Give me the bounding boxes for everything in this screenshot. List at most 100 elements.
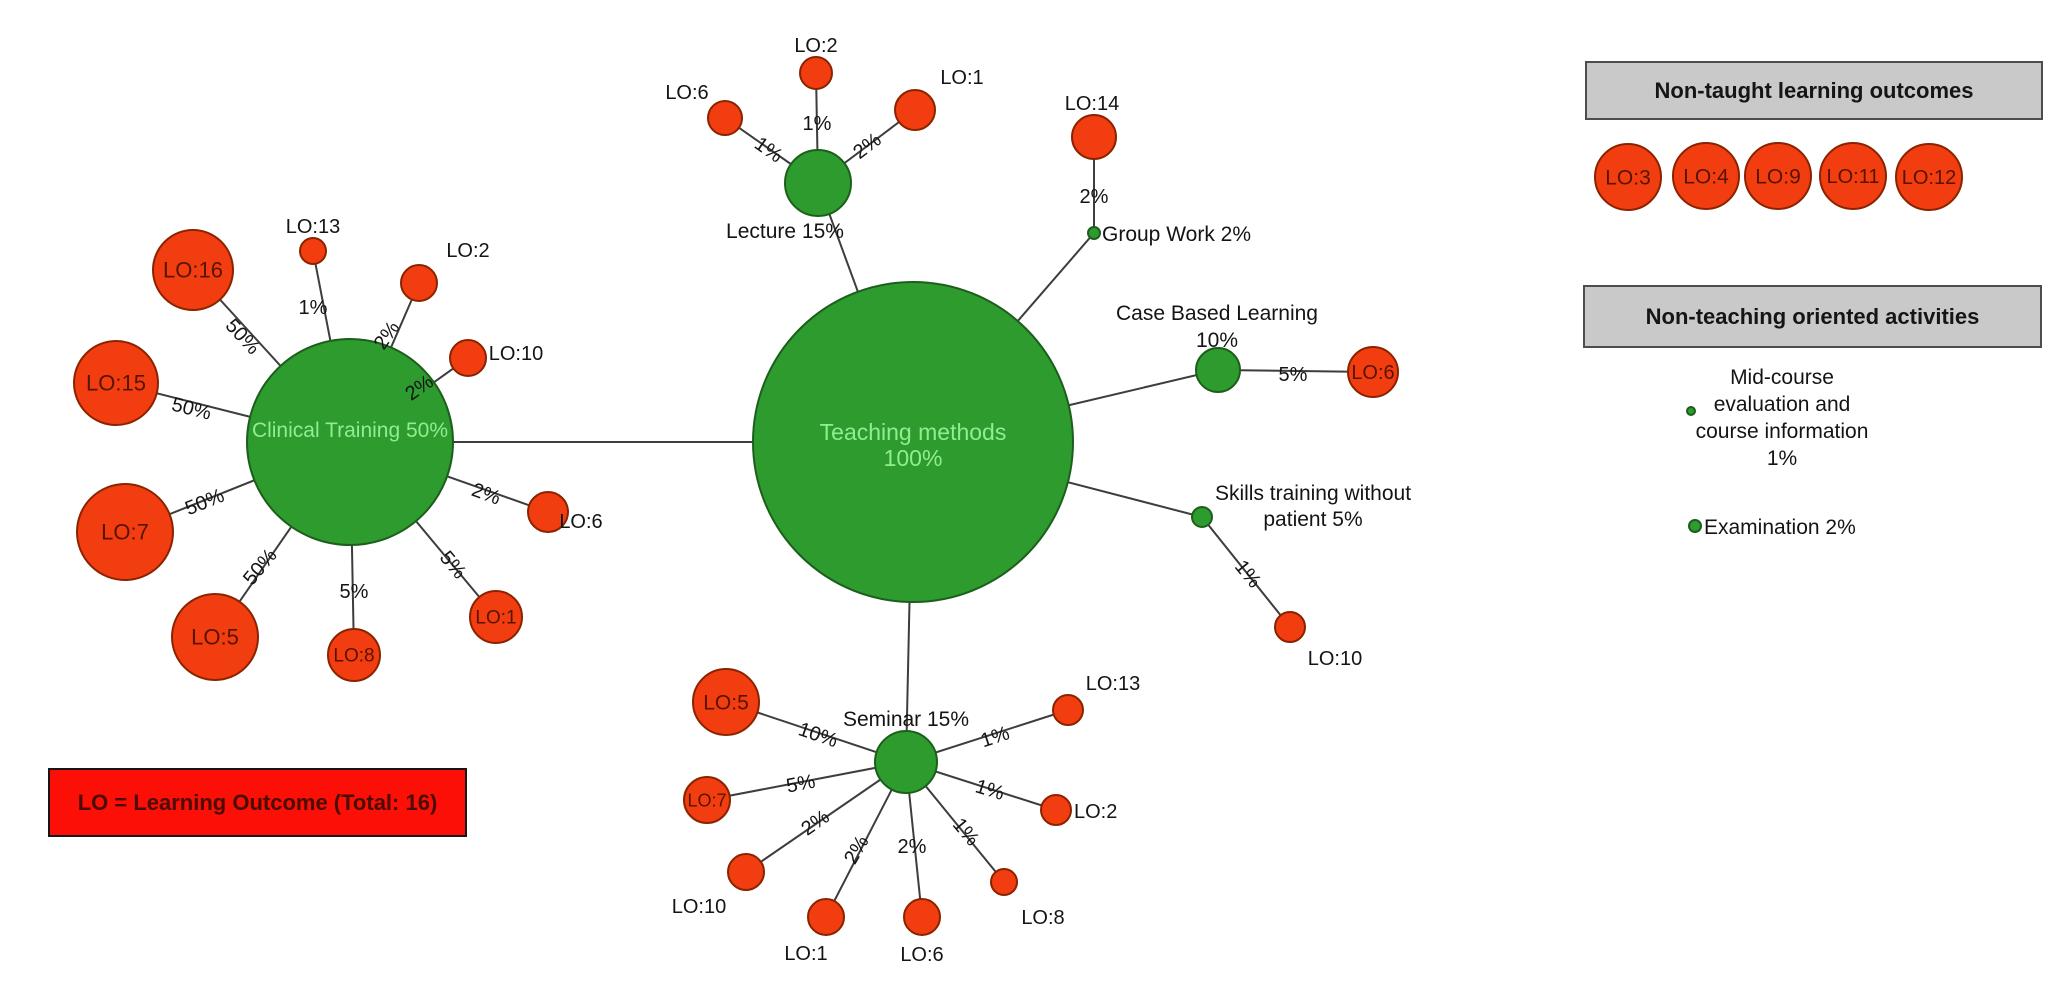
node-lo5-seminar: [692, 668, 760, 736]
hub-skills-training: [1191, 506, 1213, 528]
node-lo4: [1672, 142, 1740, 210]
activity-label: Seminar 15%: [843, 708, 969, 731]
node-lo16-clinical: [152, 229, 234, 311]
edge-percent-label: 50%: [169, 394, 213, 425]
node-lo16-clinical-label: LO:16: [163, 258, 223, 283]
node-lo9-label: LO:9: [1755, 165, 1801, 188]
edge-percent-label: 2%: [840, 832, 874, 868]
activity-label: Group Work 2%: [1102, 223, 1251, 246]
edge-percent-label: 1%: [750, 133, 786, 168]
node-label: LO:14: [1065, 93, 1119, 115]
node-label: LO:2: [1074, 801, 1117, 823]
node-lo7-clinical-label: LO:7: [101, 520, 149, 545]
edge-line: [706, 761, 907, 801]
node-lo12-label: LO:12: [1902, 167, 1956, 189]
non-teaching-header: Non-teaching oriented activities: [1583, 285, 2042, 348]
edge-percent-label: 10%: [1196, 329, 1238, 352]
non-taught-header: Non-taught learning outcomes: [1585, 61, 2043, 120]
node-label: LO:13: [1086, 673, 1140, 695]
node-label: LO:8: [1021, 907, 1064, 929]
node-lo7-seminar-label: LO:7: [687, 790, 726, 810]
dot-examination: [1688, 519, 1702, 533]
node-lo6-lecture: [707, 100, 743, 136]
node-lo8-clinical-label: LO:8: [333, 646, 374, 667]
node-lo6-clinical: [527, 491, 569, 533]
node-lo6-cbl-label: LO:6: [1351, 362, 1394, 384]
hub-clinical-training: [246, 338, 454, 546]
node-lo10-seminar: [727, 853, 765, 891]
edge-percent-label: 5%: [785, 771, 818, 798]
edge-percent-label: 5%: [340, 581, 369, 603]
node-lo14-groupwork: [1071, 114, 1117, 160]
node-lo11: [1819, 142, 1887, 210]
edge-percent-label: 2%: [797, 806, 833, 841]
node-lo13-clinical: [299, 237, 327, 265]
node-lo5-clinical-label: LO:5: [191, 625, 239, 650]
node-lo6-cbl: [1347, 346, 1399, 398]
node-lo13-seminar: [1052, 694, 1084, 726]
node-label: LO:6: [559, 511, 602, 533]
node-label: LO:10: [489, 343, 543, 365]
activity-label: Case Based Learning: [1116, 302, 1318, 325]
node-lo2-lecture: [799, 56, 833, 90]
edge-percent-label: 1%: [1230, 556, 1265, 592]
edge-line: [745, 761, 907, 873]
hub-teaching-methods: [752, 281, 1074, 603]
node-label: LO:13: [286, 216, 340, 238]
hub-seminar: [874, 730, 938, 794]
node-lo10-clinical: [449, 339, 487, 377]
node-lo15-clinical-label: LO:15: [86, 371, 146, 396]
activity-label: patient 5%: [1263, 508, 1362, 531]
node-label: LO:6: [665, 82, 708, 104]
node-lo15-clinical: [73, 340, 159, 426]
edge-percent-label: 1%: [1767, 447, 1797, 470]
node-lo7-seminar: [683, 776, 731, 824]
edge-percent-label: 5%: [435, 547, 471, 583]
node-lo12: [1895, 143, 1963, 211]
activity-label: evaluation and: [1714, 393, 1851, 416]
hub-teaching-methods-label: 100%: [884, 445, 943, 471]
edge-percent-label: 1%: [803, 113, 832, 135]
edge-percent-label: 1%: [299, 297, 328, 319]
edge-percent-label: 1%: [978, 722, 1012, 752]
node-lo1-lecture: [894, 89, 936, 131]
edge-percent-label: 50%: [182, 485, 228, 520]
node-label: LO:1: [784, 943, 827, 965]
edge-percent-label: 2%: [849, 129, 885, 164]
node-lo8-seminar: [990, 868, 1018, 896]
activity-label: Mid-course: [1730, 366, 1834, 389]
hub-teaching-methods-label: Teaching methods: [820, 419, 1007, 445]
node-lo3-label: LO:3: [1605, 166, 1651, 189]
node-label: LO:2: [446, 240, 489, 262]
node-lo2-seminar: [1040, 794, 1072, 826]
activity-label: Examination 2%: [1704, 516, 1856, 539]
edge-percent-label: 2%: [469, 479, 504, 510]
node-label: LO:1: [940, 67, 983, 89]
edge-percent-label: 2%: [898, 836, 927, 858]
node-lo5-clinical: [171, 593, 259, 681]
node-label: LO:10: [1308, 648, 1362, 670]
activity-label: Skills training without: [1215, 482, 1411, 505]
activity-label: Lecture 15%: [726, 220, 844, 243]
dot-mid-course: [1686, 406, 1696, 416]
node-lo11-label: LO:11: [1827, 166, 1880, 188]
node-lo2-clinical: [400, 264, 438, 302]
node-label: LO:2: [794, 35, 837, 57]
edge-percent-label: 1%: [973, 776, 1007, 806]
node-lo1-clinical: [469, 590, 523, 644]
node-lo7-clinical: [76, 483, 174, 581]
edge-line: [1201, 516, 1291, 628]
edge-percent-label: 10%: [795, 718, 840, 752]
node-lo6-seminar: [903, 898, 941, 936]
node-lo8-clinical: [327, 628, 381, 682]
hub-lecture: [784, 149, 852, 217]
edge-percent-label: 5%: [1279, 364, 1308, 386]
node-lo4-label: LO:4: [1683, 165, 1729, 188]
node-lo1-seminar: [807, 898, 845, 936]
node-lo3: [1594, 143, 1662, 211]
hub-clinical-training-label: Clinical Training 50%: [252, 419, 448, 442]
node-lo9: [1744, 142, 1812, 210]
node-lo10-skills: [1274, 611, 1306, 643]
node-label: LO:6: [900, 944, 943, 966]
